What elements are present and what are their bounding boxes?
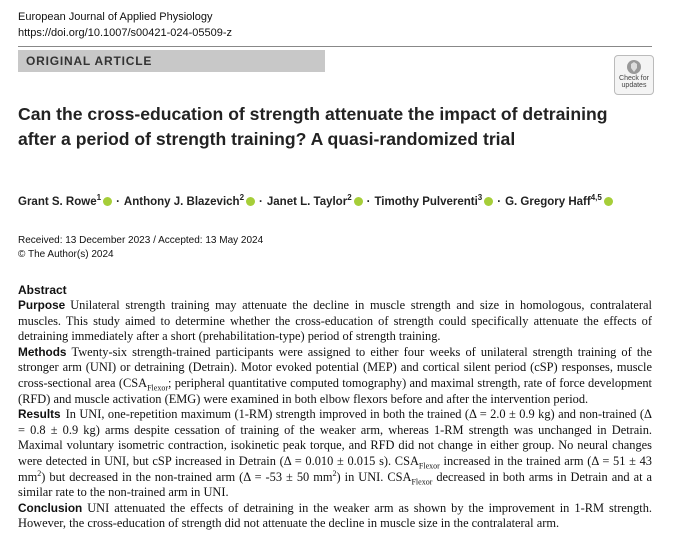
badge-line: updates — [621, 82, 647, 89]
copyright: © The Author(s) 2024 — [18, 249, 114, 260]
author-affiliation: 4,5 — [590, 193, 602, 203]
author-separator: · — [116, 196, 120, 208]
orcid-icon[interactable] — [484, 197, 494, 206]
subscript: Flexor — [411, 477, 433, 486]
doi-link[interactable]: https://doi.org/10.1007/s00421-024-05509… — [18, 27, 233, 39]
badge-icon — [627, 60, 641, 74]
section-label: Conclusion — [18, 500, 83, 515]
author-affiliation: 2 — [347, 193, 352, 203]
superscript: 2 — [332, 468, 337, 478]
article-type-banner: ORIGINAL ARTICLE — [18, 50, 325, 72]
author-name: Grant S. Rowe — [18, 196, 97, 208]
article-title: Can the cross-education of strength atte… — [18, 104, 608, 149]
section-text: increased in the trained arm (Δ = 51 ± 4… — [18, 453, 652, 484]
abstract-heading: Abstract — [18, 283, 67, 297]
author-separator: · — [497, 196, 502, 208]
author-affiliation: 1 — [96, 193, 102, 203]
section-text: decreased in both arms in Detrain and at… — [18, 469, 653, 500]
orcid-icon[interactable] — [103, 197, 113, 206]
subscript: Flexor — [418, 461, 440, 471]
section-text: ) but decreased in the non-trained arm (… — [41, 469, 333, 484]
author-affiliation: 2 — [239, 193, 245, 203]
author-separator: · — [259, 196, 263, 208]
author-separator: · — [366, 196, 371, 208]
abstract-section: Results In UNI, one-repetition maximum (1… — [18, 407, 652, 501]
article-type: ORIGINAL ARTICLE — [26, 54, 153, 68]
author-name: G. Gregory Haff — [505, 196, 591, 208]
orcid-icon[interactable] — [246, 197, 256, 206]
abstract-section: Methods Twenty-six strength-trained parti… — [18, 345, 652, 407]
section-label: Methods — [18, 344, 67, 359]
section-text: Unilateral strength training may attenua… — [18, 298, 652, 344]
badge-line: Check for — [619, 75, 649, 82]
abstract-section: Conclusion UNI attenuated the effects of … — [18, 501, 652, 532]
section-text: ; peripheral quantitative computed tomog… — [18, 375, 652, 406]
received-accepted: Received: 13 December 2023 / Accepted: 1… — [18, 235, 264, 246]
orcid-icon[interactable] — [603, 197, 613, 206]
section-text: In UNI, one-repetition maximum (1-RM) st… — [18, 407, 652, 468]
author-list: Grant S. Rowe1 · Anthony J. Blazevich2 · Jan… — [18, 193, 658, 208]
abstract-body: Purpose Unilateral strength training may … — [18, 298, 652, 532]
author-name: Timothy Pulverenti — [374, 196, 478, 208]
section-label: Results — [18, 407, 61, 422]
journal-name: European Journal of Applied Physiology — [18, 11, 213, 23]
check-updates-badge[interactable]: Check for updates — [614, 55, 654, 95]
dates: Received: 13 December 2023 / Accepted: 1… — [18, 234, 263, 262]
superscript: 2 — [37, 468, 42, 478]
author-name: Janet L. Taylor — [266, 196, 348, 208]
author-name: Anthony J. Blazevich — [123, 196, 240, 208]
section-text: Twenty-six strength-trained participants… — [18, 344, 652, 390]
header-rule — [18, 46, 652, 47]
author-affiliation: 3 — [477, 193, 483, 203]
section-text: UNI attenuated the effects of detraining… — [18, 500, 652, 531]
orcid-icon[interactable] — [353, 197, 363, 206]
section-text: ) in UNI. CSA — [336, 469, 412, 484]
section-label: Purpose — [18, 298, 66, 312]
abstract-section: Purpose Unilateral strength training may … — [18, 298, 652, 345]
subscript: Flexor — [147, 383, 168, 393]
